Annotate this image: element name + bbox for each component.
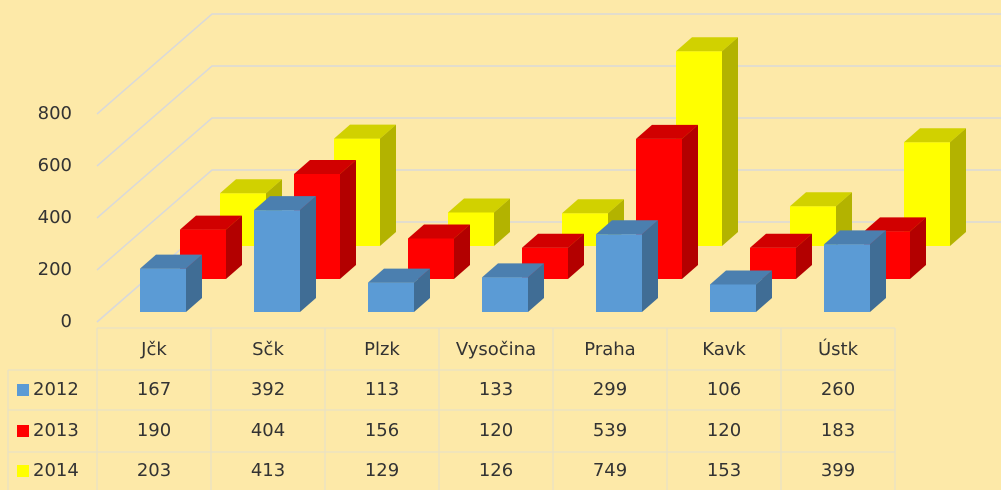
legend-key: [17, 384, 29, 396]
x-tick-label: Jčk: [140, 339, 167, 360]
bar-top: [596, 220, 658, 235]
bar-side: [380, 124, 396, 246]
x-tick-label: Kavk: [702, 339, 746, 360]
table-value: 183: [821, 420, 855, 441]
x-tick-label: Vysočina: [456, 339, 536, 360]
y-tick-label: 200: [38, 259, 72, 280]
bar-side: [756, 270, 772, 312]
legend-label: 2014: [33, 460, 79, 481]
table-value: 260: [821, 379, 855, 400]
bar-front: [368, 282, 414, 312]
table-value: 299: [593, 379, 627, 400]
bar-front: [482, 277, 528, 312]
bar-top: [220, 179, 282, 194]
bar-side: [186, 254, 202, 312]
y-tick-label: 400: [38, 207, 72, 228]
y-tick-label: 0: [61, 311, 72, 332]
bar-side: [300, 196, 316, 312]
bar-front: [710, 284, 756, 312]
bar: [140, 254, 202, 312]
bar-side: [340, 159, 356, 279]
bar-top: [864, 217, 926, 232]
bar-side: [454, 224, 470, 279]
table-value: 392: [251, 379, 285, 400]
grid-line: [96, 13, 1001, 115]
legend-key: [17, 425, 29, 437]
bar-front: [140, 268, 186, 312]
bar-side: [722, 37, 738, 247]
y-tick-label: 800: [38, 103, 72, 124]
legend-label: 2012: [33, 379, 79, 400]
x-tick-label: Plzk: [364, 339, 400, 360]
bar-front: [596, 234, 642, 312]
bar: [482, 263, 544, 312]
table-value: 190: [137, 420, 171, 441]
bar-side: [414, 268, 430, 312]
table-value: 749: [593, 460, 627, 481]
bar-side: [642, 220, 658, 312]
bar-top: [790, 192, 852, 207]
table-value: 120: [707, 420, 741, 441]
bar-top: [294, 159, 356, 174]
bar-top: [368, 268, 430, 283]
bar: [596, 220, 658, 312]
bar-front: [254, 210, 300, 312]
table-value: 113: [365, 379, 399, 400]
x-tick-label: Sčk: [252, 339, 284, 360]
bar-top: [408, 224, 470, 239]
bar-side: [682, 124, 698, 279]
bar-side: [528, 263, 544, 312]
table-value: 156: [365, 420, 399, 441]
bar-top: [180, 215, 242, 230]
table-value: 126: [479, 460, 513, 481]
bar-top: [750, 233, 812, 248]
bar-top: [334, 124, 396, 139]
table-value: 167: [137, 379, 171, 400]
bar: [710, 270, 772, 312]
table-value: 153: [707, 460, 741, 481]
bar-side: [950, 128, 966, 246]
bar-top: [904, 128, 966, 143]
bar-top: [254, 196, 316, 211]
x-tick-label: Ústk: [818, 338, 859, 360]
bar-side: [494, 198, 510, 246]
bar: [254, 196, 316, 312]
bar-front: [824, 244, 870, 312]
bar-top: [710, 270, 772, 285]
bar-top: [636, 124, 698, 139]
bar: [408, 224, 470, 279]
bar-side: [796, 233, 812, 279]
bar-side: [870, 230, 886, 312]
table-value: 399: [821, 460, 855, 481]
table-value: 539: [593, 420, 627, 441]
bar-side: [568, 233, 584, 279]
bar-top: [562, 199, 624, 214]
bar-top: [824, 230, 886, 245]
bar-top: [482, 263, 544, 278]
legend-label: 2013: [33, 420, 79, 441]
table-value: 133: [479, 379, 513, 400]
bar: [368, 268, 430, 312]
bar-top: [140, 254, 202, 269]
table-value: 120: [479, 420, 513, 441]
bar-top: [676, 37, 738, 52]
bar-side: [910, 217, 926, 279]
bar-side: [226, 215, 242, 279]
y-tick-label: 600: [38, 155, 72, 176]
bar-top: [522, 233, 584, 248]
x-tick-label: Praha: [584, 339, 635, 360]
table-value: 413: [251, 460, 285, 481]
legend-key: [17, 465, 29, 477]
bar: [824, 230, 886, 312]
table-value: 404: [251, 420, 285, 441]
table-value: 203: [137, 460, 171, 481]
bar-top: [448, 198, 510, 213]
table-value: 129: [365, 460, 399, 481]
table-value: 106: [707, 379, 741, 400]
